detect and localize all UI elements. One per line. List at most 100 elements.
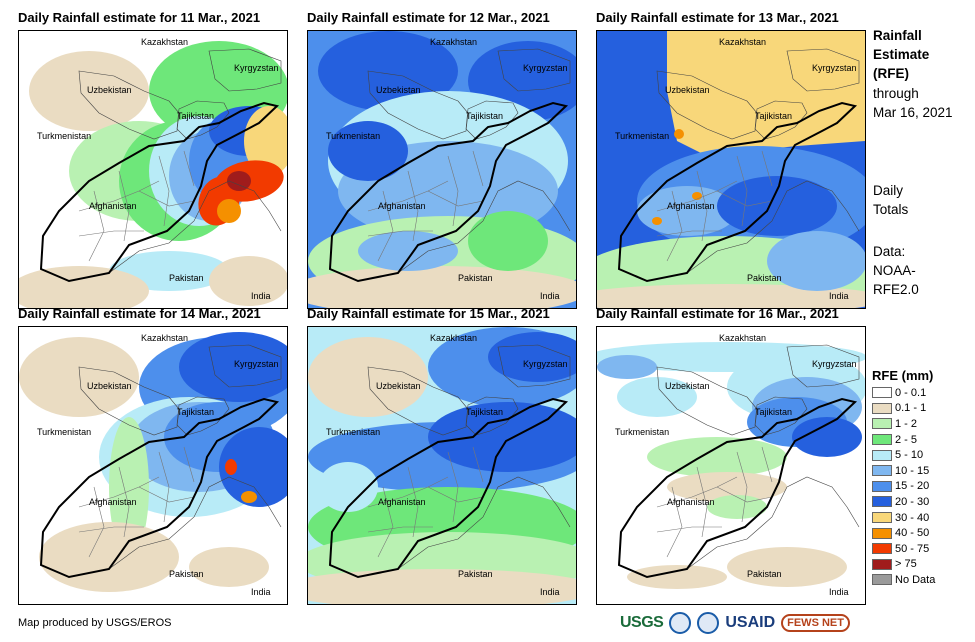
legend-label: 50 - 75 (895, 542, 930, 555)
legend-label: 30 - 40 (895, 511, 930, 524)
legend-item: 15 - 20 (872, 479, 972, 495)
country-label-uzbekistan: Uzbekistan (87, 381, 132, 391)
province-border (78, 446, 195, 558)
map-panel-14: Daily Rainfall estimate for 14 Mar., 202… (18, 304, 288, 605)
map-svg: Kazakhstan Kyrgyzstan Uzbekistan Tajikistan… (308, 327, 576, 604)
country-label-kazakhstan: Kazakhstan (719, 333, 766, 343)
country-border (754, 396, 808, 436)
country-label-pakistan: Pakistan (169, 273, 204, 283)
rainfall-area (29, 51, 149, 131)
country-border (656, 70, 758, 140)
daily-totals-line: Daily (873, 183, 904, 198)
through-date: through Mar 16, 2021 (873, 84, 973, 122)
rainfall-area (358, 231, 458, 271)
rainfall-area (219, 427, 287, 507)
country-border (465, 396, 519, 436)
country-label-kyrgyzstan: Kyrgyzstan (234, 359, 279, 369)
legend-title: RFE (mm) (872, 368, 934, 383)
country-border (497, 48, 571, 92)
rainfall-area (792, 417, 862, 457)
province-border (656, 150, 773, 262)
province-border (367, 150, 484, 262)
rainfall-map: Kazakhstan Kyrgyzstan Uzbekistan Tajikistan… (18, 326, 288, 605)
legend-item: > 75 (872, 557, 972, 573)
panel-title: Daily Rainfall estimate for 15 Mar., 202… (307, 306, 550, 321)
country-label-india: India (251, 587, 271, 597)
country-label-afghanistan: Afghanistan (89, 201, 137, 211)
legend-label: 10 - 15 (895, 464, 930, 477)
map-panel-15: Daily Rainfall estimate for 15 Mar., 202… (307, 304, 577, 605)
country-label-uzbekistan: Uzbekistan (665, 381, 710, 391)
province-border (367, 446, 484, 558)
rainfall-area (318, 462, 378, 512)
country-border (367, 366, 469, 436)
map-credit: Map produced by USGS/EROS (18, 617, 172, 629)
afghanistan-border (617, 397, 858, 579)
country-label-tajikistan: Tajikistan (177, 111, 214, 121)
country-label-turkmenistan: Turkmenistan (615, 427, 669, 437)
through-date-value: Mar 16, 2021 (873, 105, 953, 120)
panel-title: Daily Rainfall estimate for 12 Mar., 202… (307, 10, 550, 25)
legend-label: > 75 (895, 558, 917, 571)
country-label-kyrgyzstan: Kyrgyzstan (523, 359, 568, 369)
legend-item: 1 - 2 (872, 416, 972, 432)
rainfall-area (19, 266, 149, 308)
data-source-line: NOAA- (873, 263, 916, 278)
rainfall-area (308, 266, 576, 308)
country-label-afghanistan: Afghanistan (89, 497, 137, 507)
country-label-kyrgyzstan: Kyrgyzstan (812, 63, 857, 73)
legend-swatch (872, 543, 892, 555)
country-label-tajikistan: Tajikistan (755, 111, 792, 121)
panel-title: Daily Rainfall estimate for 13 Mar., 202… (596, 10, 839, 25)
rainfall-area (652, 217, 662, 225)
legend-items: 0 - 0.1 0.1 - 1 1 - 2 2 - 5 5 - 10 10 - 15 15 … (872, 385, 972, 588)
country-border (208, 344, 282, 388)
country-label-afghanistan: Afghanistan (378, 201, 426, 211)
fews-net-logo: FEWS NET (781, 614, 850, 632)
country-label-kazakhstan: Kazakhstan (141, 37, 188, 47)
legend-label: No Data (895, 573, 936, 586)
country-label-tajikistan: Tajikistan (466, 111, 503, 121)
legend-label: 5 - 10 (895, 449, 924, 462)
country-border (686, 476, 860, 570)
legend-swatch (872, 480, 892, 492)
rainfall-area (19, 337, 139, 417)
country-label-pakistan: Pakistan (458, 569, 493, 579)
country-label-india: India (540, 291, 560, 301)
rainfall-area (617, 377, 697, 417)
country-label-pakistan: Pakistan (458, 273, 493, 283)
map-svg: Kazakhstan Kyrgyzstan Uzbekistan Tajikistan… (308, 31, 576, 308)
rfe-heading-line: Estimate (873, 47, 930, 62)
rainfall-area (39, 522, 179, 592)
province-border (78, 150, 195, 262)
legend-item: 5 - 10 (872, 447, 972, 463)
rainfall-area (637, 186, 737, 236)
legend-item: 2 - 5 (872, 432, 972, 448)
map-svg: Kazakhstan Kyrgyzstan Uzbekistan Tajikistan… (597, 333, 865, 597)
legend-item: 40 - 50 (872, 525, 972, 541)
rainfall-area (717, 176, 837, 236)
legend-swatch (872, 418, 892, 430)
rainfall-area (767, 231, 865, 291)
country-label-kazakhstan: Kazakhstan (141, 333, 188, 343)
country-label-uzbekistan: Uzbekistan (87, 85, 132, 95)
country-label-kyrgyzstan: Kyrgyzstan (523, 63, 568, 73)
map-panel-13: Daily Rainfall estimate for 13 Mar., 202… (596, 8, 866, 309)
state-seal-icon (697, 612, 720, 634)
rainfall-area (674, 129, 684, 139)
rainfall-area (225, 459, 237, 475)
country-label-tajikistan: Tajikistan (177, 407, 214, 417)
legend-swatch (872, 434, 892, 446)
country-label-kazakhstan: Kazakhstan (719, 37, 766, 47)
country-border (397, 476, 571, 570)
data-source: Data: NOAA- RFE2.0 (873, 242, 973, 299)
country-border (108, 180, 282, 274)
map-panel-16: Daily Rainfall estimate for 16 Mar., 202… (596, 304, 866, 605)
legend-label: 0.1 - 1 (895, 402, 927, 415)
rainfall-area (627, 565, 727, 589)
rainfall-area (647, 437, 787, 477)
panel-title: Daily Rainfall estimate for 14 Mar., 202… (18, 306, 261, 321)
rainfall-area (318, 31, 458, 111)
country-label-kyrgyzstan: Kyrgyzstan (812, 359, 857, 369)
agency-logos: USGS USAID FEWS NET (620, 608, 850, 638)
